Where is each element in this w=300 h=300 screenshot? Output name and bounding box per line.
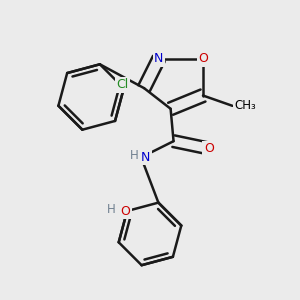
- Text: O: O: [121, 205, 130, 218]
- Text: Cl: Cl: [116, 78, 128, 91]
- Text: CH₃: CH₃: [235, 99, 256, 112]
- Text: O: O: [204, 142, 214, 155]
- Text: O: O: [198, 52, 208, 65]
- Text: H: H: [106, 203, 115, 216]
- Text: N: N: [154, 52, 164, 65]
- Text: H: H: [129, 149, 138, 162]
- Text: N: N: [141, 151, 150, 164]
